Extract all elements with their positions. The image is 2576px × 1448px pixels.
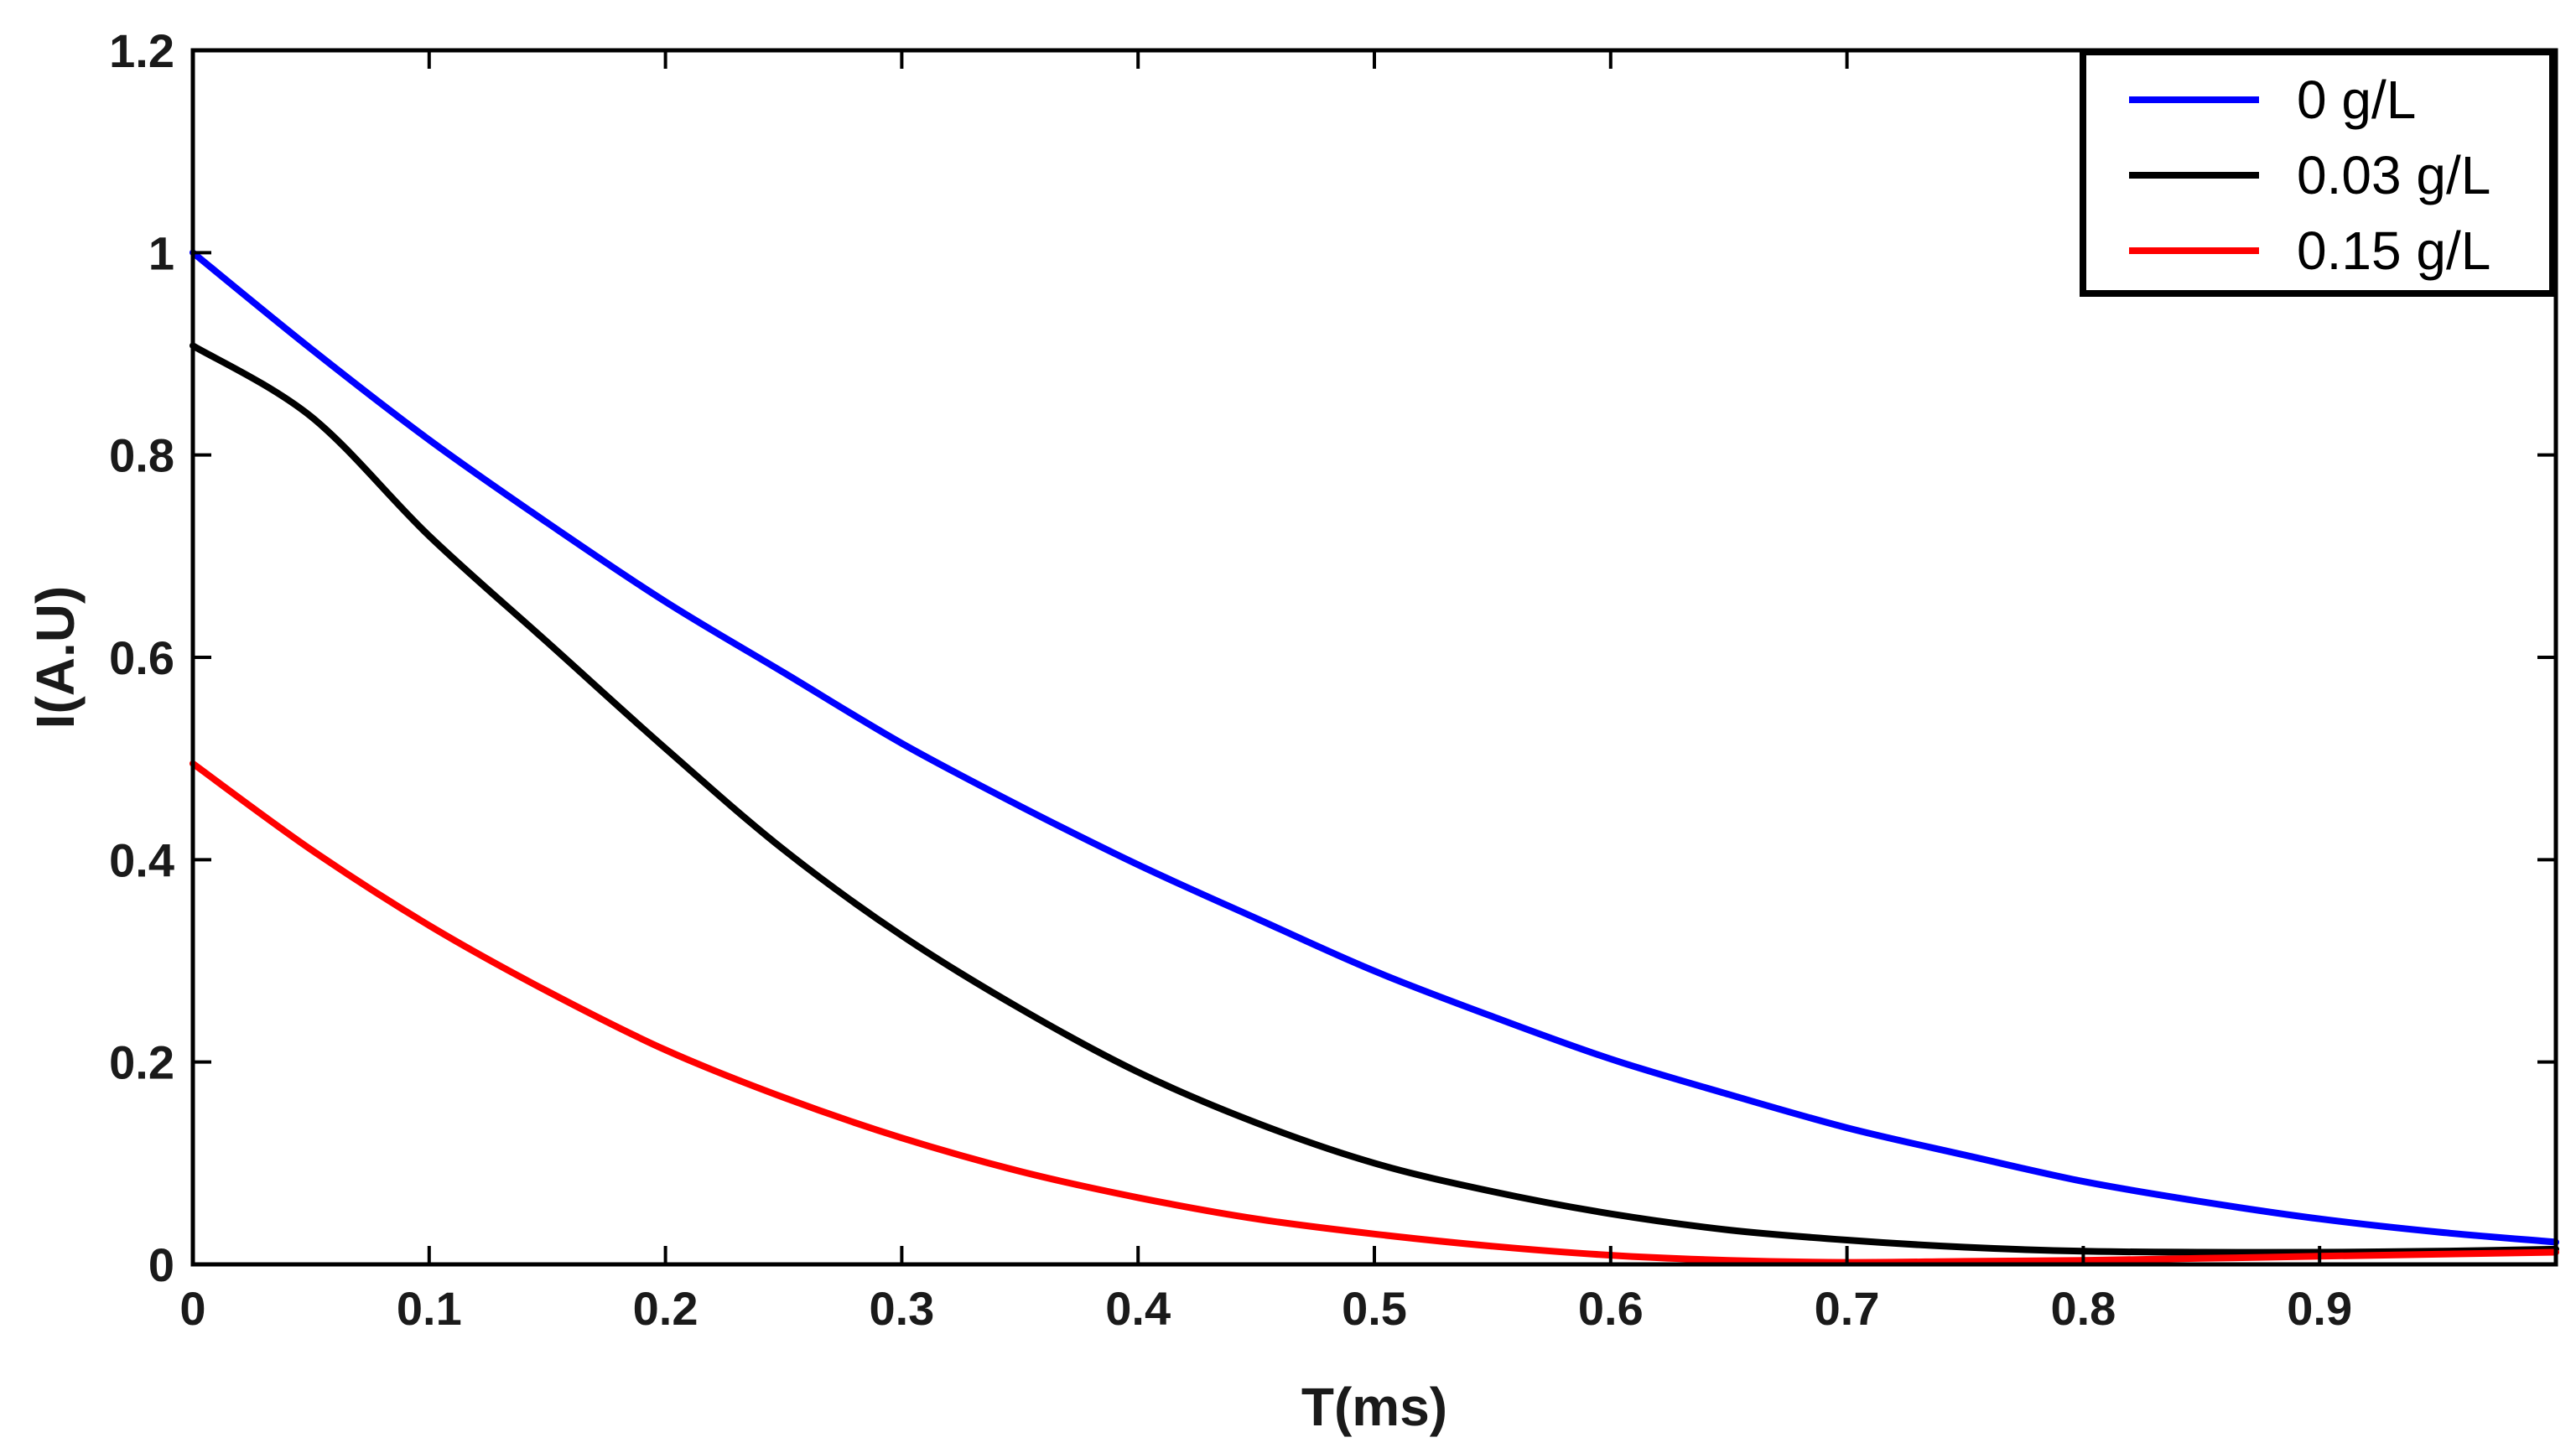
y-tick-label: 1 xyxy=(148,226,174,279)
series-line-0-03-gL xyxy=(190,342,2559,1256)
x-tick-label: 0.3 xyxy=(869,1282,934,1335)
y-tick-label: 0.6 xyxy=(109,631,174,684)
x-axis-label: T(ms) xyxy=(1301,1377,1447,1437)
y-tick-label: 0.2 xyxy=(109,1036,174,1089)
x-tick-label: 0.1 xyxy=(397,1282,462,1335)
legend-label: 0.03 g/L xyxy=(2297,145,2490,205)
y-axis-label: I(A.U) xyxy=(25,586,86,729)
legend-label: 0 g/L xyxy=(2297,70,2416,130)
x-tick-label: 0.7 xyxy=(1815,1282,1880,1335)
x-tick-label: 0.5 xyxy=(1342,1282,1407,1335)
ticks-layer: 0 0.1 0.2 0.3 0.4 0.5 0.6 0.7 0.8 0.9 0 0.2 0.4 0.6 0.… xyxy=(109,24,2556,1335)
x-tick-label: 0.4 xyxy=(1105,1282,1171,1335)
y-tick-label: 1.2 xyxy=(109,24,174,77)
y-tick-label: 0.4 xyxy=(109,833,174,886)
x-tick-label: 0.6 xyxy=(1578,1282,1644,1335)
x-tick-label: 0.2 xyxy=(633,1282,699,1335)
y-tick-label: 0.8 xyxy=(109,429,174,482)
x-tick-label: 0 xyxy=(179,1282,205,1335)
series-line-0-gL xyxy=(190,249,2559,1246)
y-tick-label: 0 xyxy=(148,1238,174,1291)
series-line-0-15-gL xyxy=(190,760,2559,1266)
x-tick-label: 0.9 xyxy=(2287,1282,2352,1335)
series-layer xyxy=(190,249,2559,1266)
legend-label: 0.15 g/L xyxy=(2297,221,2490,281)
legend: 0 g/L 0.03 g/L 0.15 g/L xyxy=(2080,49,2556,297)
x-tick-label: 0.8 xyxy=(2050,1282,2116,1335)
